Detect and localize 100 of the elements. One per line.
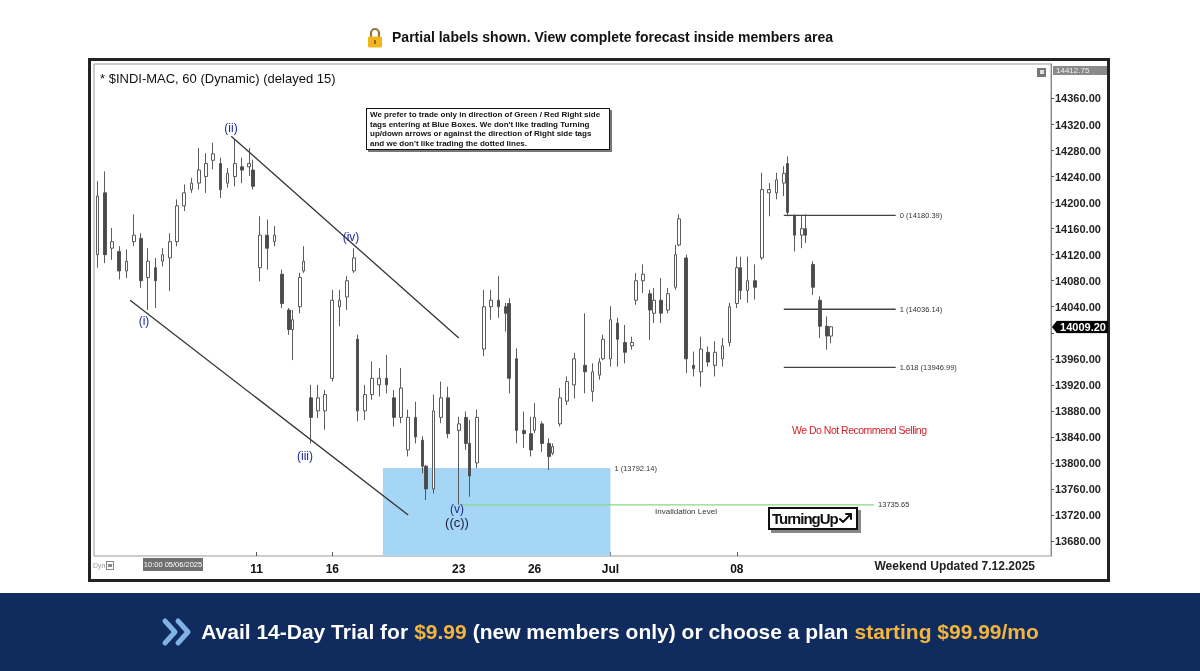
candlestick xyxy=(190,177,193,194)
annotation: We Do Not Recommend Selling xyxy=(792,424,927,436)
candlestick xyxy=(96,180,99,269)
candlestick xyxy=(273,225,276,247)
candlestick xyxy=(302,245,305,274)
candlestick xyxy=(507,297,511,394)
candlestick xyxy=(197,147,201,191)
text: Weekend Updated 7.12.2025 xyxy=(874,559,1035,573)
candlestick xyxy=(609,305,612,368)
candlestick xyxy=(316,384,320,419)
candlestick xyxy=(345,275,349,311)
candlestick xyxy=(154,257,157,309)
candlestick xyxy=(634,272,638,306)
candlestick xyxy=(406,409,410,457)
candlestick xyxy=(125,249,128,279)
candlestick xyxy=(558,387,562,427)
x-tick-label: 23 xyxy=(452,562,466,576)
candlestick xyxy=(146,247,150,311)
candlestick xyxy=(168,232,172,292)
text: Avail 14-Day Trial for xyxy=(201,620,409,644)
y-tick-label: 13960.00 xyxy=(1055,352,1101,365)
candlestick xyxy=(699,336,703,388)
candlestick xyxy=(706,345,710,368)
candlestick xyxy=(399,367,403,424)
candlestick xyxy=(356,334,359,422)
candlestick xyxy=(591,362,594,403)
candlestick xyxy=(439,381,443,424)
candlestick xyxy=(219,157,222,199)
y-tick-label: 14080.00 xyxy=(1055,274,1101,287)
candlestick xyxy=(258,215,262,282)
candlestick xyxy=(522,411,526,449)
annotation: We prefer to trade only in direction of Green / Red Right side tags entering at Blue Boxes. We don't like trading Turning up/down arrows or against the direction of Right side tags and we don't like trading the dotted lines. xyxy=(366,108,610,150)
candlestick xyxy=(103,170,107,264)
candlestick xyxy=(352,247,356,274)
candlestick xyxy=(753,263,757,301)
y-tick-label: 13760.00 xyxy=(1055,482,1101,495)
text: $9.99 xyxy=(414,620,467,644)
candlestick xyxy=(746,256,749,304)
text: (new members only) or choose a plan xyxy=(472,620,849,644)
annotation: TurningUp xyxy=(772,510,838,527)
candlestick xyxy=(565,375,569,406)
y-tick-label: 14240.00 xyxy=(1055,170,1101,183)
candlestick xyxy=(309,384,313,444)
candlestick xyxy=(648,289,652,341)
candlestick xyxy=(265,219,269,271)
text: * $INDI-MAC, 60 (Dynamic) (delayed 15) xyxy=(100,71,336,86)
candlestick xyxy=(377,367,381,398)
y-tick-label: 13920.00 xyxy=(1055,378,1101,391)
annotation: (iv) xyxy=(342,230,360,244)
candlestick xyxy=(775,172,778,200)
candlestick xyxy=(721,337,724,368)
y-tick-label: 13840.00 xyxy=(1055,430,1101,443)
candlestick xyxy=(735,256,739,309)
text: 14412.75 xyxy=(1053,66,1107,75)
candlestick xyxy=(110,227,114,261)
y-tick-label: 13800.00 xyxy=(1055,456,1101,469)
candlestick xyxy=(713,340,717,377)
x-tick-label: 16 xyxy=(325,562,340,576)
y-tick-label: 14200.00 xyxy=(1055,196,1101,209)
text: starting $99.99/mo xyxy=(854,620,1039,644)
candlestick xyxy=(330,289,334,383)
candlestick xyxy=(291,309,294,361)
annotation: (ii) xyxy=(224,121,238,135)
candlestick xyxy=(175,198,179,247)
candlestick xyxy=(641,263,645,294)
y-tick-label: 14360.00 xyxy=(1055,92,1101,105)
y-tick-label: 13880.00 xyxy=(1055,404,1101,417)
annotation: Invalidation Level xyxy=(655,506,717,516)
candlestick xyxy=(446,386,450,439)
candlestick xyxy=(728,302,731,347)
candlestick xyxy=(161,247,164,267)
candlestick xyxy=(226,167,229,189)
candlestick xyxy=(767,182,771,217)
candlestick xyxy=(182,183,186,212)
candlestick xyxy=(515,347,518,444)
candlestick xyxy=(204,152,208,194)
annotation: (i) xyxy=(138,314,150,328)
candlestick xyxy=(370,360,374,401)
y-tick-label: 13680.00 xyxy=(1055,535,1101,548)
candlestick xyxy=(529,416,533,457)
candlestick xyxy=(583,312,587,394)
x-tick-label: Jul xyxy=(601,562,620,576)
candlestick xyxy=(684,254,688,374)
candlestick xyxy=(760,172,764,261)
x-tick-label: 26 xyxy=(527,562,542,576)
y-tick-label: 14040.00 xyxy=(1055,300,1101,313)
candlestick xyxy=(547,437,551,471)
y-tick-label: 14280.00 xyxy=(1055,144,1101,157)
candlestick xyxy=(363,384,367,421)
candlestick xyxy=(630,336,634,351)
candlestick xyxy=(240,157,244,184)
text: Partial labels shown. View complete forecast inside members area xyxy=(392,29,833,45)
y-tick-label: 14320.00 xyxy=(1055,118,1101,131)
x-tick-label: 08 xyxy=(730,562,744,576)
candlestick xyxy=(825,316,829,351)
x-tick-label: 11 xyxy=(250,562,264,576)
candlestick xyxy=(338,289,341,327)
candlestick xyxy=(616,317,619,368)
candlestick xyxy=(132,213,136,247)
candlestick xyxy=(489,289,493,321)
